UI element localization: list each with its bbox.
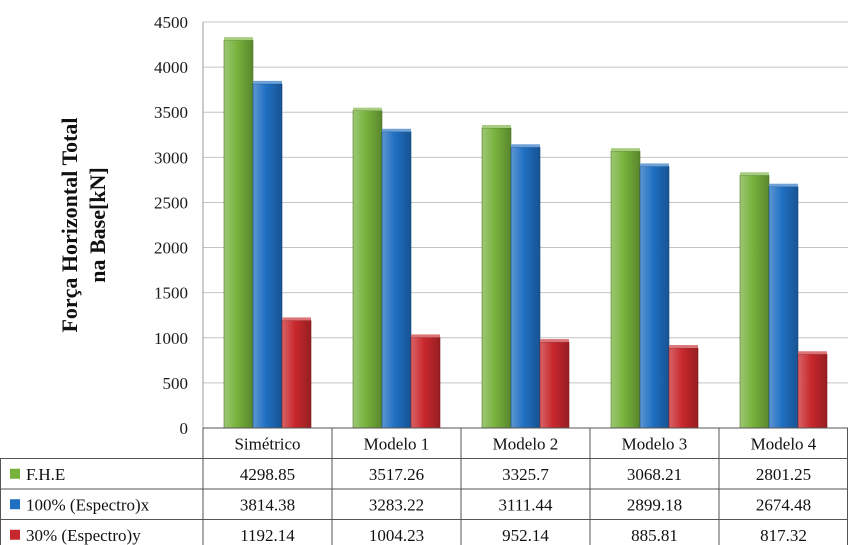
data-label: 4298.85	[240, 465, 295, 484]
legend-entry: 100% (Espectro)x	[26, 495, 150, 514]
data-label: 2674.48	[756, 495, 811, 514]
data-label: 3814.38	[240, 495, 295, 514]
y-axis-label-line-2: na Base[kN]	[85, 167, 110, 283]
y-tick-label: 2500	[154, 193, 188, 212]
bar	[352, 110, 383, 429]
bar-top	[669, 345, 698, 349]
data-label: 2801.25	[756, 465, 811, 484]
y-tick-label: 1500	[154, 284, 188, 303]
data-table: Simétrico Modelo 1 Modelo 2 Modelo 3 Modelo …	[0, 427, 848, 545]
bar	[610, 150, 641, 429]
bar-top	[282, 317, 311, 321]
y-tick-label: 4500	[154, 13, 188, 32]
bar-top	[482, 124, 511, 128]
bars	[223, 37, 828, 429]
data-label: 2899.18	[627, 495, 682, 514]
bar-top	[382, 128, 411, 132]
bar-top	[740, 172, 769, 176]
x-tick-label: Modelo 4	[751, 434, 817, 453]
legend-swatch	[10, 468, 20, 479]
legend-entry: F.H.E	[26, 465, 65, 484]
bar	[668, 347, 699, 429]
x-tick-label: Modelo 1	[364, 434, 430, 453]
bar	[739, 174, 770, 429]
y-tick-label: 0	[180, 419, 189, 438]
data-label: 3517.26	[369, 465, 424, 484]
bar	[797, 353, 828, 429]
y-tick-label: 3500	[154, 103, 188, 122]
bar	[410, 337, 441, 429]
bar	[539, 341, 570, 429]
data-label: 3283.22	[369, 495, 424, 514]
data-label: 952.14	[502, 526, 549, 545]
bar-top	[411, 334, 440, 338]
bar-top	[224, 37, 253, 41]
bar	[252, 83, 283, 429]
bar-top	[611, 148, 640, 152]
x-tick-label: Modelo 3	[622, 434, 688, 453]
data-label: 3068.21	[627, 465, 682, 484]
bar	[481, 127, 512, 429]
data-label: 3325.7	[502, 465, 549, 484]
bar	[768, 186, 799, 429]
bar-top	[798, 351, 827, 355]
bar-top	[540, 339, 569, 343]
data-label: 1192.14	[240, 526, 295, 545]
x-tick-label: Simétrico	[234, 434, 300, 453]
legend-swatch	[10, 499, 20, 510]
data-label: 3111.44	[499, 495, 553, 514]
y-axis-ticks: 0 500 1000 1500 2000 2500 3000 3500 4000 4500	[154, 13, 188, 438]
bar-top	[511, 144, 540, 148]
data-label: 885.81	[631, 526, 678, 545]
bar	[639, 166, 670, 429]
y-tick-label: 2000	[154, 239, 188, 258]
x-tick-label: Modelo 2	[493, 434, 559, 453]
bar	[510, 146, 541, 429]
y-axis-label-line-1: Força Horizontal Total	[57, 117, 82, 332]
bar	[281, 320, 312, 429]
bar-top	[769, 183, 798, 187]
y-tick-label: 1000	[154, 329, 188, 348]
bar-top	[253, 80, 282, 84]
bar	[223, 39, 254, 429]
data-label: 1004.23	[369, 526, 424, 545]
data-label: 817.32	[760, 526, 807, 545]
bar-top	[353, 107, 382, 111]
legend-swatch	[10, 529, 20, 540]
y-tick-label: 4000	[154, 58, 188, 77]
y-tick-label: 500	[163, 374, 189, 393]
bar-top	[640, 163, 669, 167]
bar	[381, 131, 412, 429]
y-tick-label: 3000	[154, 148, 188, 167]
legend-entry: 30% (Espectro)y	[26, 526, 141, 545]
